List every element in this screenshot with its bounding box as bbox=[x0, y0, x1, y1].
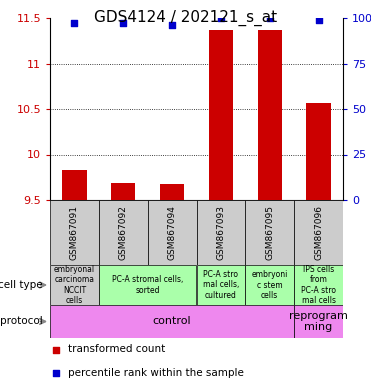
Text: reprogram
ming: reprogram ming bbox=[289, 311, 348, 332]
Bar bbox=[257, 30, 282, 200]
Bar bbox=[294, 305, 343, 338]
Bar bbox=[111, 183, 135, 200]
Text: percentile rank within the sample: percentile rank within the sample bbox=[68, 367, 243, 377]
Bar bbox=[50, 265, 99, 305]
Point bbox=[267, 15, 273, 21]
Text: GDS4124 / 202121_s_at: GDS4124 / 202121_s_at bbox=[94, 10, 277, 26]
Point bbox=[72, 20, 78, 26]
Bar bbox=[245, 265, 294, 305]
Text: IPS cells
from
PC-A stro
mal cells: IPS cells from PC-A stro mal cells bbox=[301, 265, 336, 305]
Text: protocol: protocol bbox=[0, 316, 43, 326]
Text: control: control bbox=[153, 316, 191, 326]
Text: GSM867095: GSM867095 bbox=[265, 205, 274, 260]
Bar bbox=[209, 30, 233, 200]
Point bbox=[169, 22, 175, 28]
Bar bbox=[62, 170, 86, 200]
Bar bbox=[99, 200, 148, 265]
Text: cell type: cell type bbox=[0, 280, 43, 290]
Bar bbox=[294, 265, 343, 305]
Bar bbox=[294, 200, 343, 265]
Text: GSM867094: GSM867094 bbox=[168, 205, 177, 260]
Point bbox=[53, 346, 59, 353]
Bar bbox=[50, 305, 294, 338]
Text: GSM867091: GSM867091 bbox=[70, 205, 79, 260]
Point bbox=[316, 17, 322, 23]
Text: GSM867092: GSM867092 bbox=[119, 205, 128, 260]
Bar bbox=[50, 200, 99, 265]
Bar bbox=[197, 265, 245, 305]
Bar bbox=[245, 200, 294, 265]
Bar bbox=[99, 265, 197, 305]
Text: PC-A stro
mal cells,
cultured: PC-A stro mal cells, cultured bbox=[203, 270, 239, 300]
Text: PC-A stromal cells,
sorted: PC-A stromal cells, sorted bbox=[112, 275, 183, 295]
Point bbox=[218, 15, 224, 21]
Text: transformed count: transformed count bbox=[68, 344, 165, 354]
Bar bbox=[306, 103, 331, 200]
Point bbox=[120, 20, 126, 26]
Point bbox=[53, 369, 59, 376]
Text: embryoni
c stem
cells: embryoni c stem cells bbox=[252, 270, 288, 300]
Bar bbox=[197, 200, 245, 265]
Text: embryonal
carcinoma
NCCIT
cells: embryonal carcinoma NCCIT cells bbox=[54, 265, 95, 305]
Text: GSM867093: GSM867093 bbox=[216, 205, 226, 260]
Text: GSM867096: GSM867096 bbox=[314, 205, 323, 260]
Bar bbox=[148, 200, 197, 265]
Bar bbox=[160, 184, 184, 200]
